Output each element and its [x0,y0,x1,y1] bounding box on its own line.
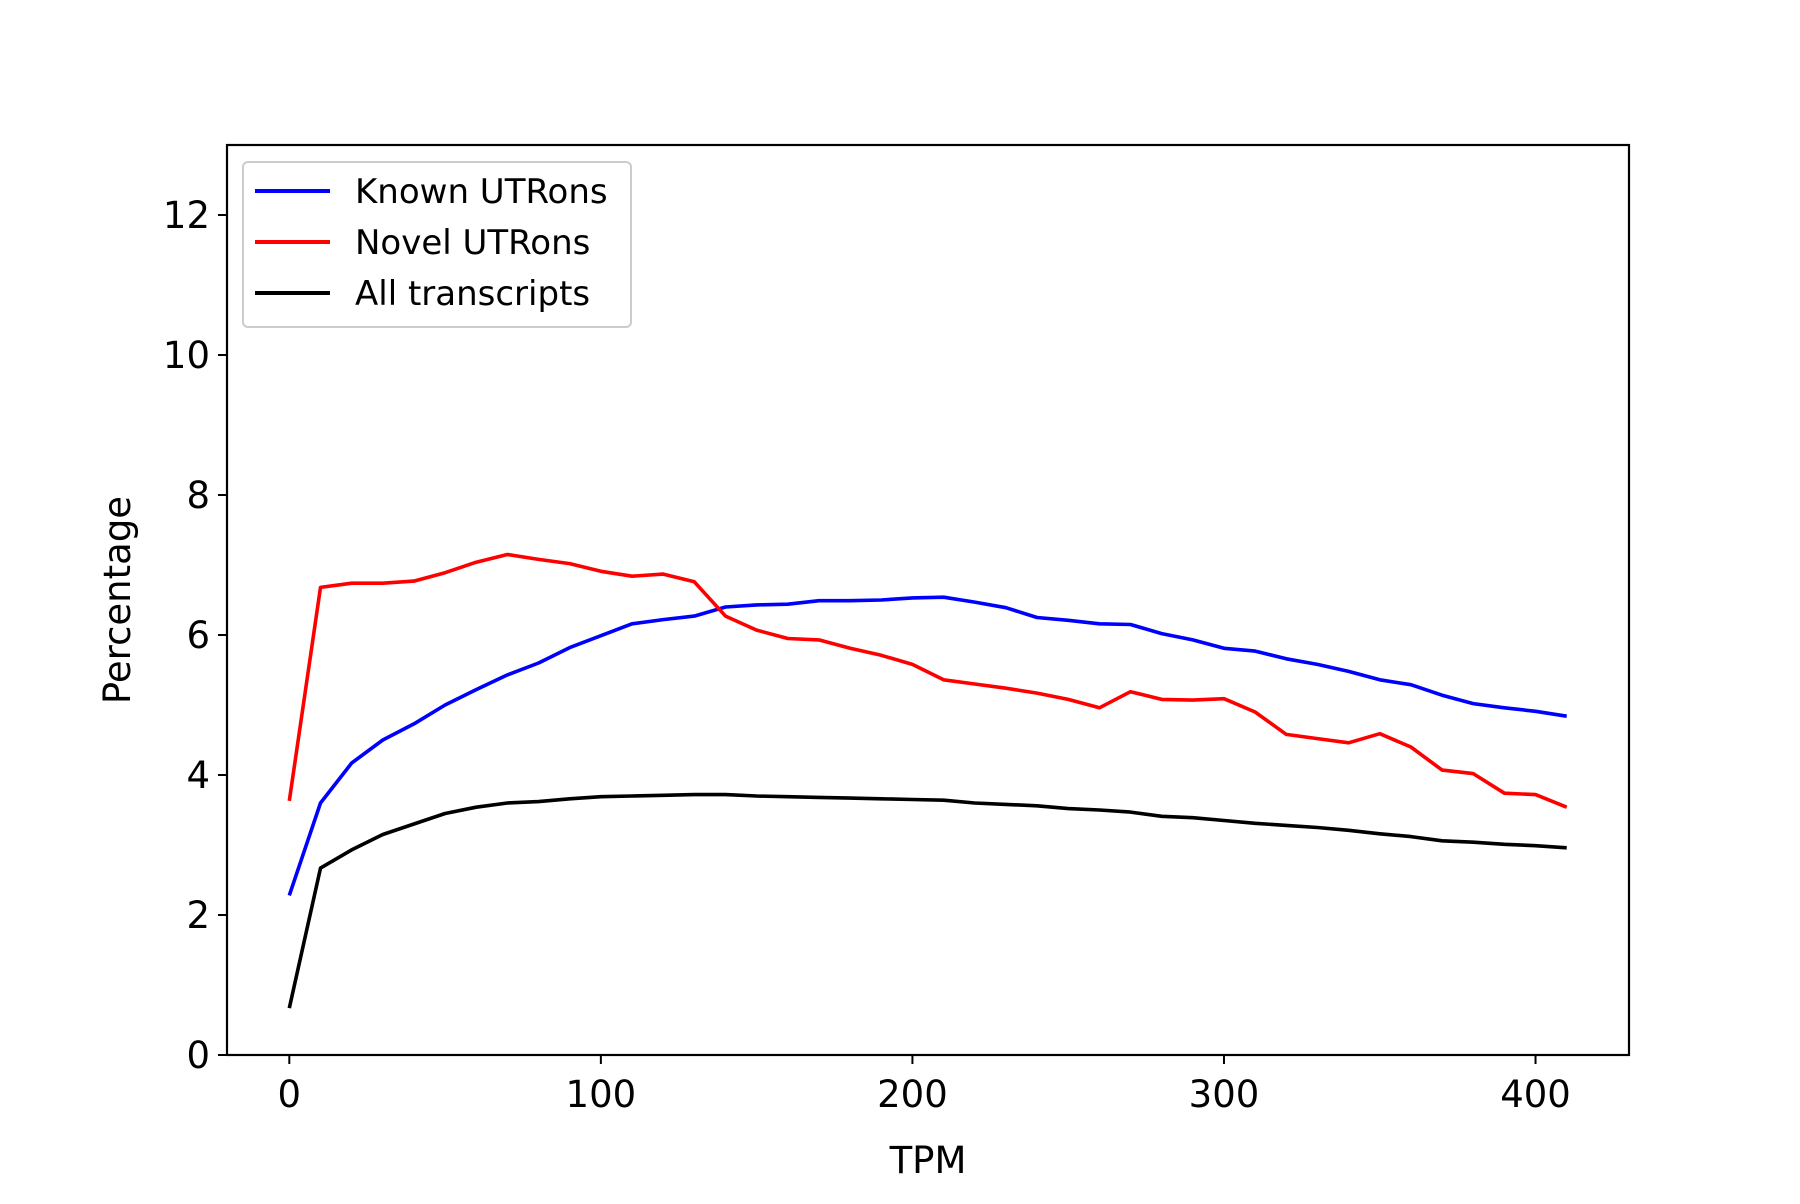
x-tick-label: 400 [1500,1073,1571,1116]
x-tick-label: 0 [278,1073,302,1116]
legend-label: Novel UTRons [355,223,590,263]
series-line-known-utrons [287,595,1567,896]
x-tick-label: 100 [566,1073,637,1116]
series-line-novel-utrons [287,552,1568,809]
plot-frame [225,143,1631,1057]
x-tick-label: 300 [1189,1073,1260,1116]
y-tick-label: 2 [186,894,210,937]
x-axis-label: TPM [889,1139,967,1182]
axis-ticks: 0 100 200 300 400 0 2 4 6 8 10 12 [163,194,1571,1116]
y-axis-label: Percentage [96,496,139,704]
legend-box [242,161,632,328]
y-tick-label: 10 [163,334,210,377]
series-line-all-transcripts [287,792,1567,1009]
y-tick-label: 6 [186,614,210,657]
legend: Known UTRons Novel UTRons All transcripts [242,161,632,328]
y-tick-label: 8 [186,474,210,517]
series-lines [287,552,1568,1009]
y-tick-label: 0 [186,1034,210,1077]
legend-label: All transcripts [355,274,590,314]
x-tick-label: 200 [877,1073,948,1116]
legend-label: Known UTRons [355,172,608,212]
y-tick-label: 4 [186,754,210,797]
y-tick-label: 12 [163,194,210,237]
